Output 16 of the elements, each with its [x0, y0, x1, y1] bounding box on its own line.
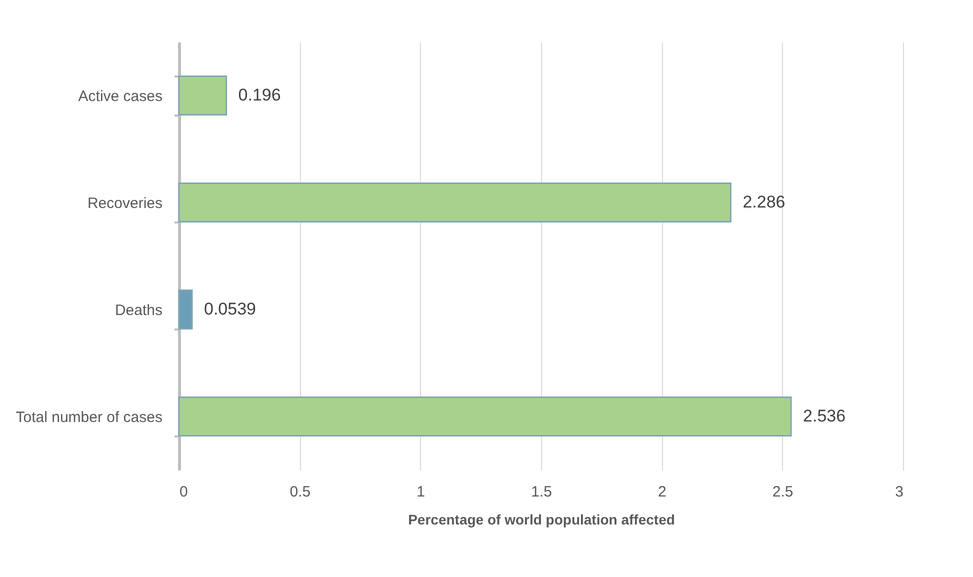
data-label: 0.0539	[204, 300, 256, 318]
x-tick-label: 0.5	[290, 484, 311, 500]
y-tick-label: Recoveries	[87, 195, 162, 212]
x-tick-label: 0	[180, 484, 188, 500]
y-tick-label: Active cases	[78, 88, 162, 105]
y-tick-label: Total number of cases	[16, 409, 162, 426]
x-tick-label: 3	[895, 484, 904, 500]
x-tick-label: 2.5	[772, 484, 794, 500]
x-tick-label: 1.5	[531, 484, 552, 500]
data-label: 2.286	[742, 192, 786, 212]
data-label: 0.196	[238, 86, 281, 104]
x-axis-title: Percentage of world population affected	[408, 512, 675, 528]
data-label: 2.536	[803, 406, 846, 426]
y-tick-label: Deaths	[114, 302, 162, 319]
x-tick-label: 1	[416, 484, 426, 500]
x-tick-label: 2	[658, 484, 666, 500]
